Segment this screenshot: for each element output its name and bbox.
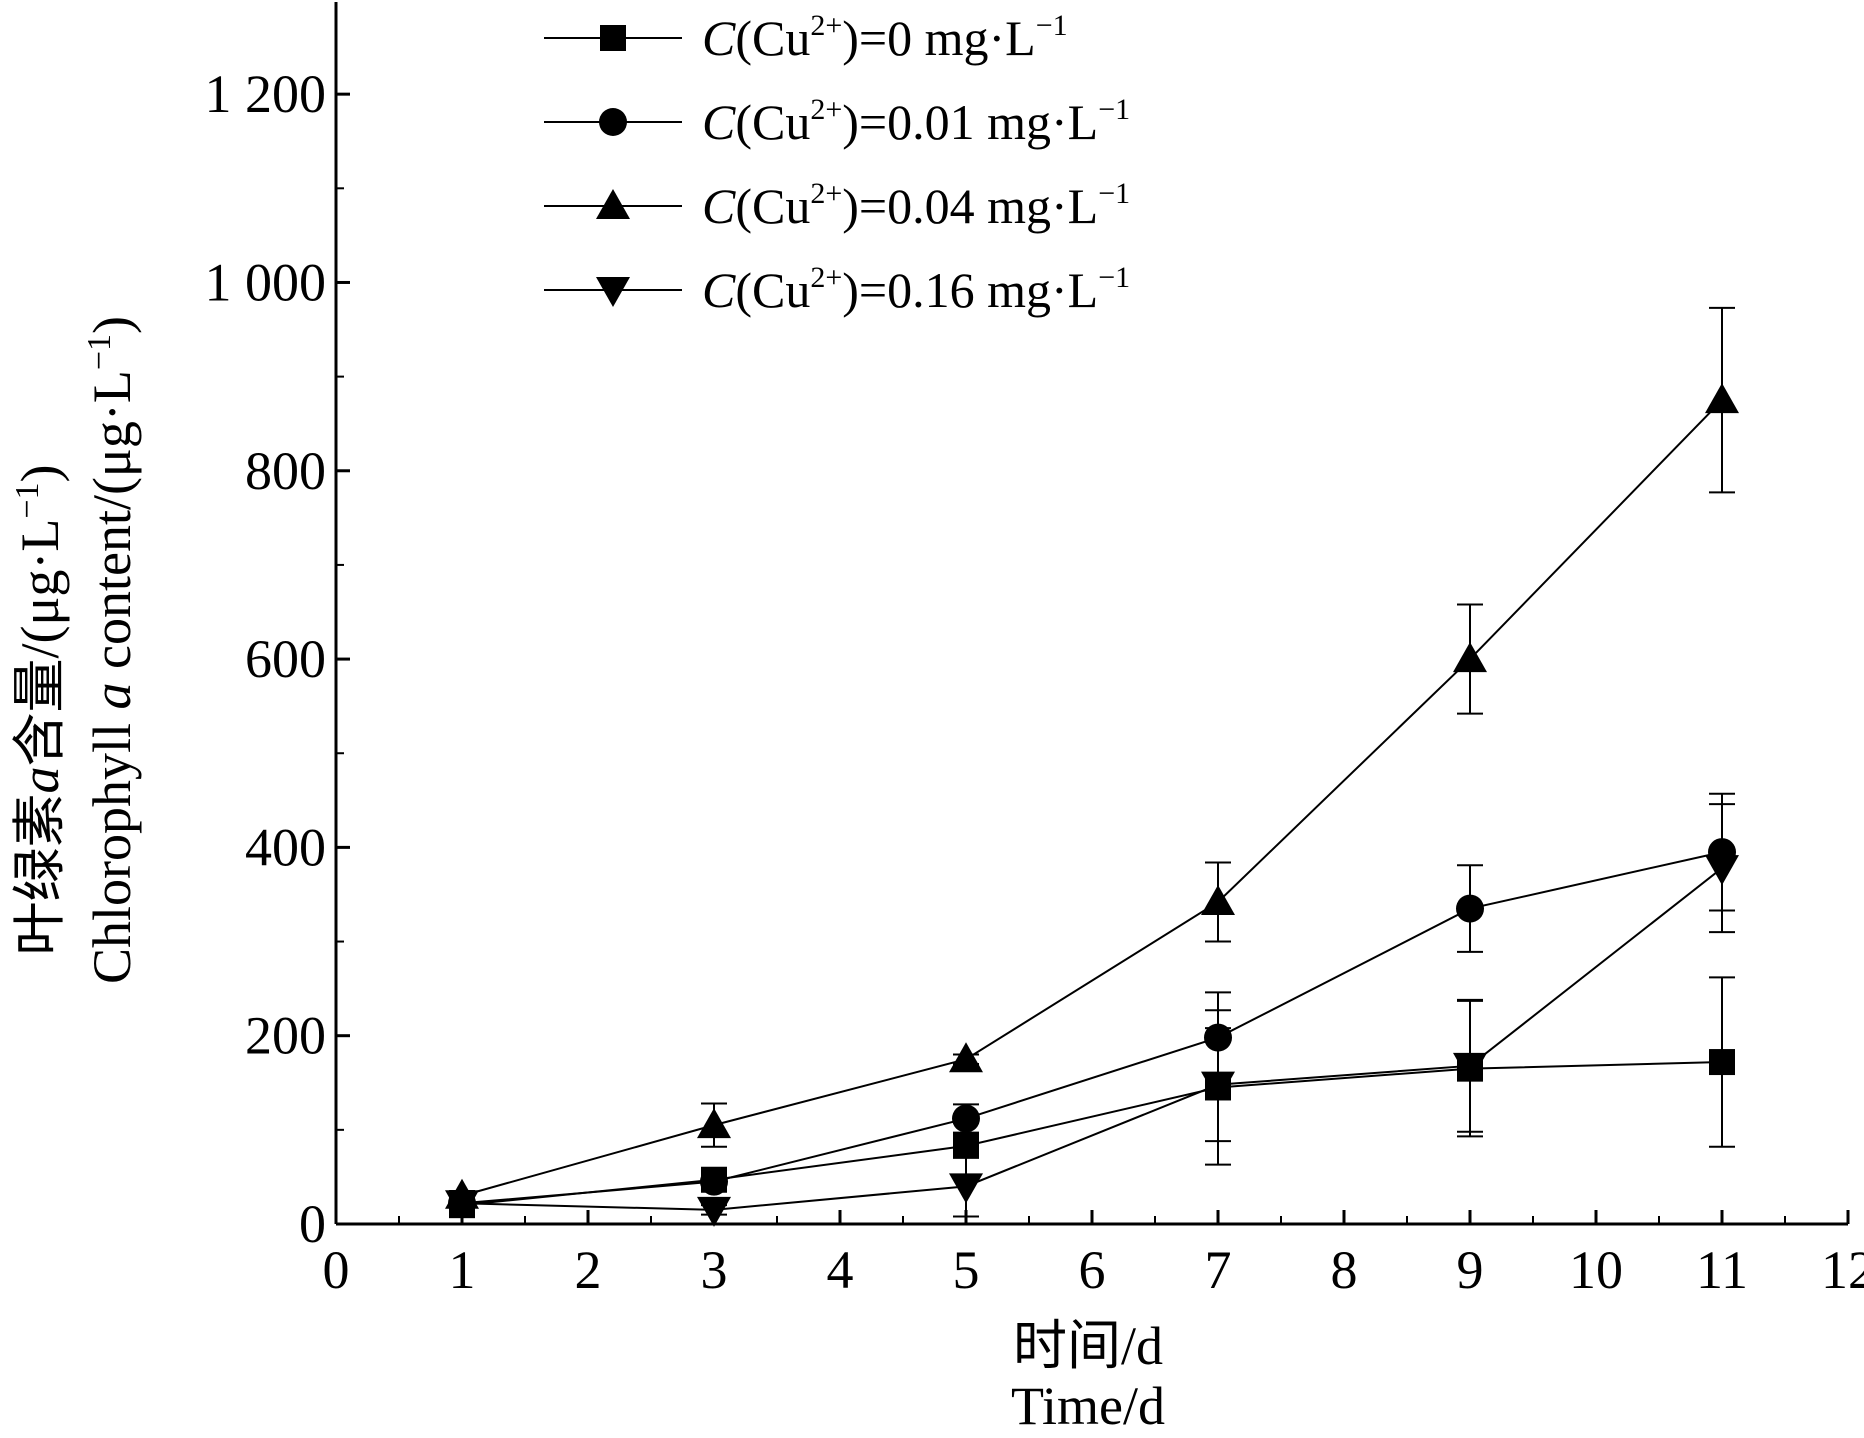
legend-label: C(Cu2+)=0.01 mg·L−1 [702,93,1130,150]
y-axis-title-cn: 叶绿素a含量/(μg·L−1) [9,464,70,955]
data-point [697,1196,731,1227]
legend-entry-3: C(Cu2+)=0.04 mg·L−1 [544,177,1130,234]
data-point [1201,884,1235,915]
y-axis-title-en: Chlorophyll a content/(μg·L−1) [81,316,142,984]
data-point [953,1132,979,1159]
data-point [445,1190,479,1221]
x-tick-label: 9 [1457,1240,1484,1300]
y-tick-label: 200 [245,1006,326,1066]
legend-marker [600,25,626,51]
x-tick-label: 10 [1569,1240,1623,1300]
y-tick-label: 800 [245,441,326,501]
legend-entry-1: C(Cu2+)=0 mg·L−1 [544,9,1068,66]
data-point [1453,642,1487,673]
series-2 [448,792,1736,1218]
data-point [1456,894,1484,923]
series-layer [445,306,1739,1227]
legend: C(Cu2+)=0 mg·L−1 C(Cu2+)=0.01 mg·L−1 C(Cu2… [544,9,1130,318]
x-tick-label: 12 [1821,1240,1864,1300]
legend-label: C(Cu2+)=0.04 mg·L−1 [702,177,1130,234]
y-tick-label: 600 [245,629,326,689]
data-point [1709,1049,1735,1076]
legend-marker [596,277,630,307]
legend-marker [599,108,627,136]
x-tick-label: 5 [953,1240,980,1300]
y-tick-label: 400 [245,817,326,877]
series-line [461,1061,1723,1207]
legend-marker [596,189,630,219]
data-point [700,1167,728,1196]
data-point [1705,855,1739,886]
x-tick-label: 8 [1331,1240,1358,1300]
x-axis-title-cn: 时间/d [1013,1316,1163,1376]
data-point [697,1108,731,1139]
data-point [1453,1052,1487,1083]
legend-entry-2: C(Cu2+)=0.01 mg·L−1 [544,93,1130,150]
y-tick-label: 1 000 [205,252,327,312]
x-tick-label: 1 [449,1240,476,1300]
data-point [1705,383,1739,414]
series-line [461,399,1723,1197]
legend-label: C(Cu2+)=0 mg·L−1 [702,9,1068,66]
x-tick-label: 0 [323,1240,350,1300]
x-axis-title-en: Time/d [1011,1376,1165,1436]
series-1 [449,976,1735,1219]
series-line [461,851,1723,1205]
data-point [952,1104,980,1133]
data-point [1201,1071,1235,1102]
x-tick-label: 6 [1079,1240,1106,1300]
legend-entry-4: C(Cu2+)=0.16 mg·L−1 [544,261,1130,318]
y-tick-label: 0 [299,1194,326,1254]
legend-label: C(Cu2+)=0.16 mg·L−1 [702,261,1130,318]
x-tick-label: 4 [827,1240,854,1300]
data-point [949,1042,983,1073]
data-point [949,1173,983,1204]
x-tick-label: 3 [701,1240,728,1300]
y-tick-label: 1 200 [205,64,327,124]
series-line [461,867,1723,1211]
x-tick-label: 2 [575,1240,602,1300]
series-3 [445,306,1739,1209]
series-4 [445,803,1739,1227]
x-tick-label: 7 [1205,1240,1232,1300]
x-tick-label: 11 [1696,1240,1748,1300]
